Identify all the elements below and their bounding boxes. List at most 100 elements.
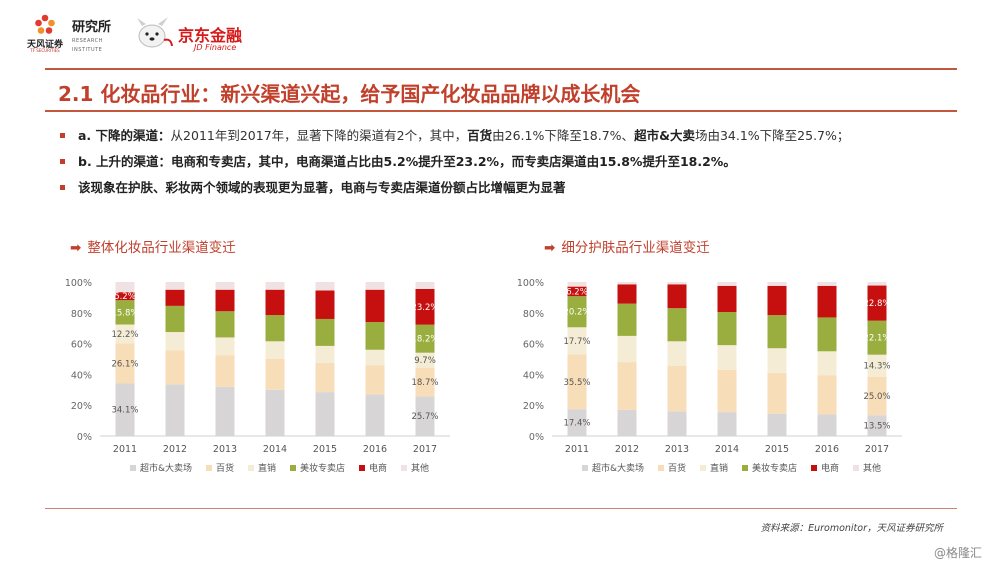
x-tick-label: 2014 [715,444,739,455]
right-arrow-icon: ➡ [544,240,556,256]
bar-segment [415,396,435,436]
bar-segment [717,369,737,413]
y-tick-label: 60% [71,340,92,351]
bar-segment [265,341,285,359]
bar-segment [617,303,637,336]
bar-segment [867,320,887,355]
chart-1-title: ➡ 整体化妆品行业渠道变迁 [70,236,236,256]
bar-segment [767,282,787,286]
bar-segment [567,409,587,436]
chart-1-title-text: 整体化妆品行业渠道变迁 [87,240,236,256]
data-label: 9.7% [414,356,436,366]
bar-segment [265,289,285,316]
bar-segment [315,290,335,319]
bar-segment [165,282,185,290]
legend-swatch [290,465,296,471]
y-tick-label: 80% [523,309,544,320]
footer-rule [45,508,957,509]
data-label: 17.7% [563,337,590,347]
bar-segment [717,282,737,286]
legend-label: 其他 [411,462,429,474]
bar-segment [667,308,687,342]
legend-label: 电商 [821,462,839,474]
data-label: 20.2% [563,308,590,318]
bar-segment [115,343,135,384]
legend-swatch [811,465,817,471]
bar-segment [817,285,837,318]
data-label: 35.5% [563,378,590,388]
bar-segment [315,345,335,363]
title-top-rule [45,68,957,70]
bar-segment [315,362,335,393]
bar-segment [867,282,887,286]
bar-segment [115,282,135,293]
legend-label: 电商 [369,462,387,474]
bar-segment [115,324,135,344]
legend-label: 百货 [216,462,234,474]
y-tick-label: 40% [71,370,92,381]
bar-segment [165,350,185,385]
bar-segment [617,409,637,436]
watermark: @格隆汇 [933,546,982,560]
x-tick-label: 2014 [263,444,287,455]
bar-segment [617,362,637,410]
research-institute-logo: 研究所 RESEARCH INSTITUTE [72,16,118,53]
bar-segment [215,355,235,387]
bar-segment [667,282,687,285]
legend-swatch [742,465,748,471]
bar-segment [717,345,737,370]
bar-segment [617,335,637,363]
bar-segment [215,386,235,436]
bar-segment [817,282,837,286]
y-tick-label: 80% [71,309,92,320]
chart-2-title: ➡ 细分护肤品行业渠道变迁 [544,236,710,256]
bar-segment [365,282,385,290]
header: 天风证券 TF SECURITIES 研究所 RESEARCH INSTITUT… [0,0,1000,62]
bar-segment [365,289,385,323]
legend-swatch [658,465,664,471]
x-tick-label: 2016 [363,444,387,455]
bar-segment [667,284,687,309]
bullet-1-text3: 场由34.1%下降至25.7%； [694,128,850,143]
bullet-1-text1: 从2011年到2017年，显著下降的渠道有2个，其中， [170,128,468,143]
bar-segment [215,289,235,312]
bar-segment [717,412,737,436]
legend-label: 超市&大卖场 [592,462,644,474]
legend-swatch [359,465,365,471]
x-tick-label: 2013 [213,444,237,455]
bullet-1-text2: 由26.1%下降至18.7%、 [492,128,635,143]
x-tick-label: 2011 [113,444,137,455]
source-note: 资料来源：Euromonitor，天风证券研究所 [760,523,943,534]
research-logo-cn: 研究所 [72,20,112,35]
tf-securities-logo: 天风证券 TF SECURITIES [22,14,68,54]
y-tick-label: 0% [77,432,92,443]
bar-segment [767,413,787,436]
x-tick-label: 2012 [163,444,187,455]
bar-segment [215,337,235,356]
data-label: 34.1% [111,406,138,416]
research-logo-en2: INSTITUTE [72,47,103,53]
bar-segment [415,324,435,353]
legend-label: 百货 [668,462,686,474]
bullet-1-bold-b: 超市&大卖 [634,128,695,143]
bar-segment [365,349,385,366]
bullet-1-bold-a: 百货 [467,128,493,143]
bullet-phenomenon: 该现象在护肤、彩妆两个领域的表现更为显著，电商与专卖店渠道份额占比增幅更为显著 [60,179,940,196]
legend-label: 超市&大卖场 [140,462,192,474]
bar-segment [867,354,887,377]
bar-segment [867,415,887,436]
bullet-3-text: 该现象在护肤、彩妆两个领域的表现更为显著，电商与专卖店渠道份额占比增幅更为显著 [78,180,566,195]
legend-swatch [130,465,136,471]
y-tick-label: 0% [529,432,544,443]
legend-swatch [248,465,254,471]
data-label: 22.8% [863,299,890,309]
legend-label: 直销 [258,462,276,474]
bar-segment [365,365,385,395]
bar-segment [567,354,587,410]
bullet-declining-channels: a. 下降的渠道：从2011年到2017年，显著下降的渠道有2个，其中，百货由2… [60,127,940,144]
legend-swatch [582,465,588,471]
right-arrow-icon: ➡ [70,240,82,256]
chart-overall-cosmetics: 0% 20% 40% 60% 80% 100% 34.1% 26.1% 12.2% 15.8% 5.… [65,278,450,474]
bar-segment [867,285,887,321]
tf-logo-name: 天风证券 [26,40,63,50]
